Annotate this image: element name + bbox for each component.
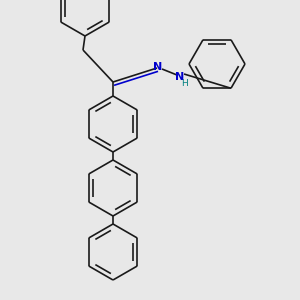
- Text: N: N: [176, 72, 184, 82]
- Text: N: N: [153, 62, 163, 72]
- Text: H: H: [181, 80, 188, 88]
